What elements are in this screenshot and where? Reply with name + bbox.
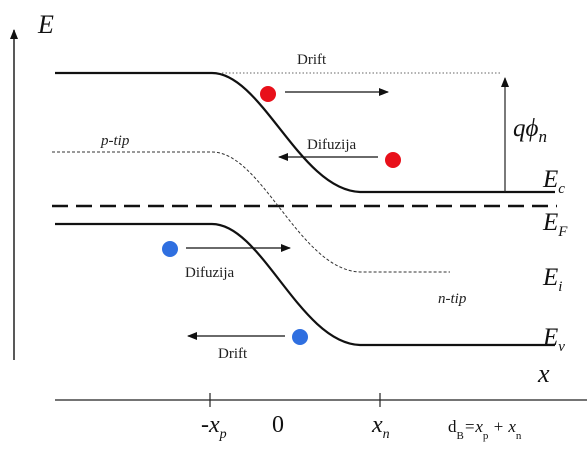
electron-upper xyxy=(260,86,276,102)
drift-top-label: Drift xyxy=(297,52,327,68)
xn-label: xn xyxy=(371,412,390,442)
ev-label: Ev xyxy=(542,324,565,355)
energy-axis-label: E xyxy=(37,10,54,39)
drift-bottom-label: Drift xyxy=(218,346,248,362)
position-axis-label: x xyxy=(537,359,550,388)
hole-lower xyxy=(292,329,308,345)
zero-label: 0 xyxy=(272,412,284,438)
valence-band-curve xyxy=(55,222,555,347)
electron-lower xyxy=(385,152,401,168)
p-tip-label: p-tip xyxy=(100,133,130,149)
ef-label: EF xyxy=(542,209,568,240)
intrinsic-level-curve xyxy=(52,151,450,273)
conduction-band-curve xyxy=(55,71,555,194)
ei-label: Ei xyxy=(542,264,562,295)
neg-xp-label: -xp xyxy=(201,412,227,442)
hole-upper xyxy=(162,241,178,257)
difuzija-top-label: Difuzija xyxy=(307,137,356,153)
ec-label: Ec xyxy=(542,166,565,197)
n-tip-label: n-tip xyxy=(438,291,467,307)
difuzija-bottom-label: Difuzija xyxy=(185,265,234,281)
qphi-label: qϕn xyxy=(513,115,547,146)
depletion-width-formula: dB=xp + xn xyxy=(448,417,522,442)
